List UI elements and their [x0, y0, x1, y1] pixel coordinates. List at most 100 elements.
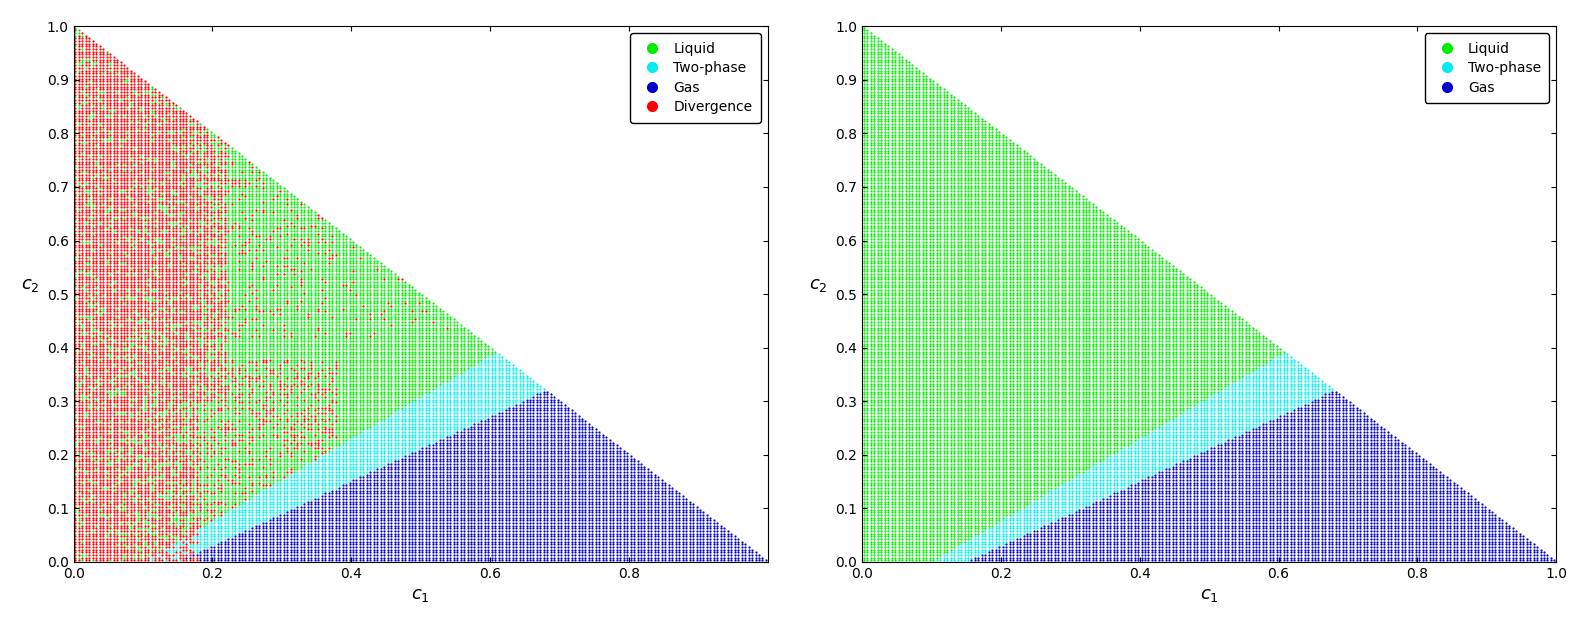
- Point: [413, 366, 438, 376]
- Point: [97, 124, 122, 134]
- Point: [524, 489, 549, 499]
- Point: [459, 328, 484, 338]
- Point: [542, 416, 567, 426]
- Point: [591, 515, 616, 525]
- Point: [883, 226, 908, 236]
- Point: [621, 494, 646, 504]
- Point: [102, 71, 127, 81]
- Point: [87, 309, 113, 319]
- Point: [125, 502, 151, 512]
- Point: [886, 248, 912, 258]
- Point: [465, 526, 491, 536]
- Point: [129, 277, 154, 287]
- Point: [1070, 376, 1096, 386]
- Point: [1077, 379, 1102, 389]
- Point: [114, 122, 140, 132]
- Point: [132, 239, 157, 249]
- Point: [869, 79, 894, 89]
- Point: [132, 197, 157, 207]
- Point: [1035, 202, 1061, 212]
- Point: [254, 279, 279, 289]
- Point: [1375, 486, 1401, 496]
- Point: [939, 483, 964, 493]
- Point: [1108, 384, 1134, 394]
- Point: [91, 143, 116, 153]
- Point: [170, 322, 195, 332]
- Point: [1343, 512, 1369, 522]
- Point: [1024, 526, 1050, 536]
- Point: [184, 322, 210, 332]
- Point: [313, 269, 338, 279]
- Point: [208, 489, 233, 499]
- Point: [386, 531, 411, 541]
- Point: [997, 478, 1023, 488]
- Point: [483, 395, 508, 405]
- Point: [1012, 248, 1037, 258]
- Point: [883, 534, 908, 544]
- Point: [160, 550, 186, 560]
- Point: [1112, 362, 1137, 372]
- Point: [1420, 464, 1445, 474]
- Point: [688, 552, 713, 562]
- Point: [272, 312, 297, 322]
- Point: [486, 366, 511, 376]
- Point: [260, 464, 286, 474]
- Point: [892, 282, 918, 292]
- Point: [1062, 523, 1088, 533]
- Point: [97, 135, 122, 145]
- Point: [989, 512, 1015, 522]
- Point: [208, 149, 233, 159]
- Point: [143, 537, 168, 547]
- Point: [1132, 408, 1158, 418]
- Point: [202, 162, 227, 172]
- Point: [164, 218, 189, 228]
- Point: [1250, 395, 1275, 405]
- Point: [629, 523, 654, 533]
- Point: [225, 156, 251, 166]
- Point: [907, 352, 932, 362]
- Point: [1083, 213, 1108, 222]
- Point: [392, 282, 418, 292]
- Point: [1177, 489, 1202, 499]
- Point: [1018, 483, 1043, 493]
- Point: [202, 159, 227, 169]
- Point: [977, 296, 1002, 306]
- Point: [1150, 400, 1175, 410]
- Point: [875, 116, 900, 126]
- Point: [152, 183, 178, 193]
- Point: [1135, 360, 1161, 370]
- Point: [1121, 515, 1147, 525]
- Point: [91, 49, 116, 59]
- Point: [1129, 486, 1154, 496]
- Point: [167, 352, 192, 362]
- Point: [184, 242, 210, 252]
- Point: [305, 496, 330, 506]
- Point: [237, 531, 262, 541]
- Point: [281, 266, 306, 276]
- Point: [1232, 414, 1258, 424]
- Point: [378, 508, 403, 518]
- Point: [600, 462, 626, 472]
- Point: [399, 282, 424, 292]
- Point: [143, 84, 168, 94]
- Point: [962, 333, 988, 343]
- Point: [691, 508, 716, 518]
- Point: [939, 472, 964, 482]
- Point: [1012, 373, 1037, 383]
- Point: [205, 424, 230, 434]
- Point: [1202, 478, 1228, 488]
- Point: [594, 456, 619, 466]
- Point: [281, 272, 306, 282]
- Point: [1355, 508, 1380, 518]
- Point: [108, 462, 133, 472]
- Point: [921, 454, 946, 464]
- Point: [500, 534, 526, 544]
- Point: [91, 416, 116, 426]
- Point: [322, 258, 348, 268]
- Point: [108, 189, 133, 199]
- Point: [122, 130, 148, 140]
- Point: [198, 376, 224, 386]
- Point: [959, 336, 985, 346]
- Point: [956, 411, 981, 421]
- Point: [1004, 395, 1029, 405]
